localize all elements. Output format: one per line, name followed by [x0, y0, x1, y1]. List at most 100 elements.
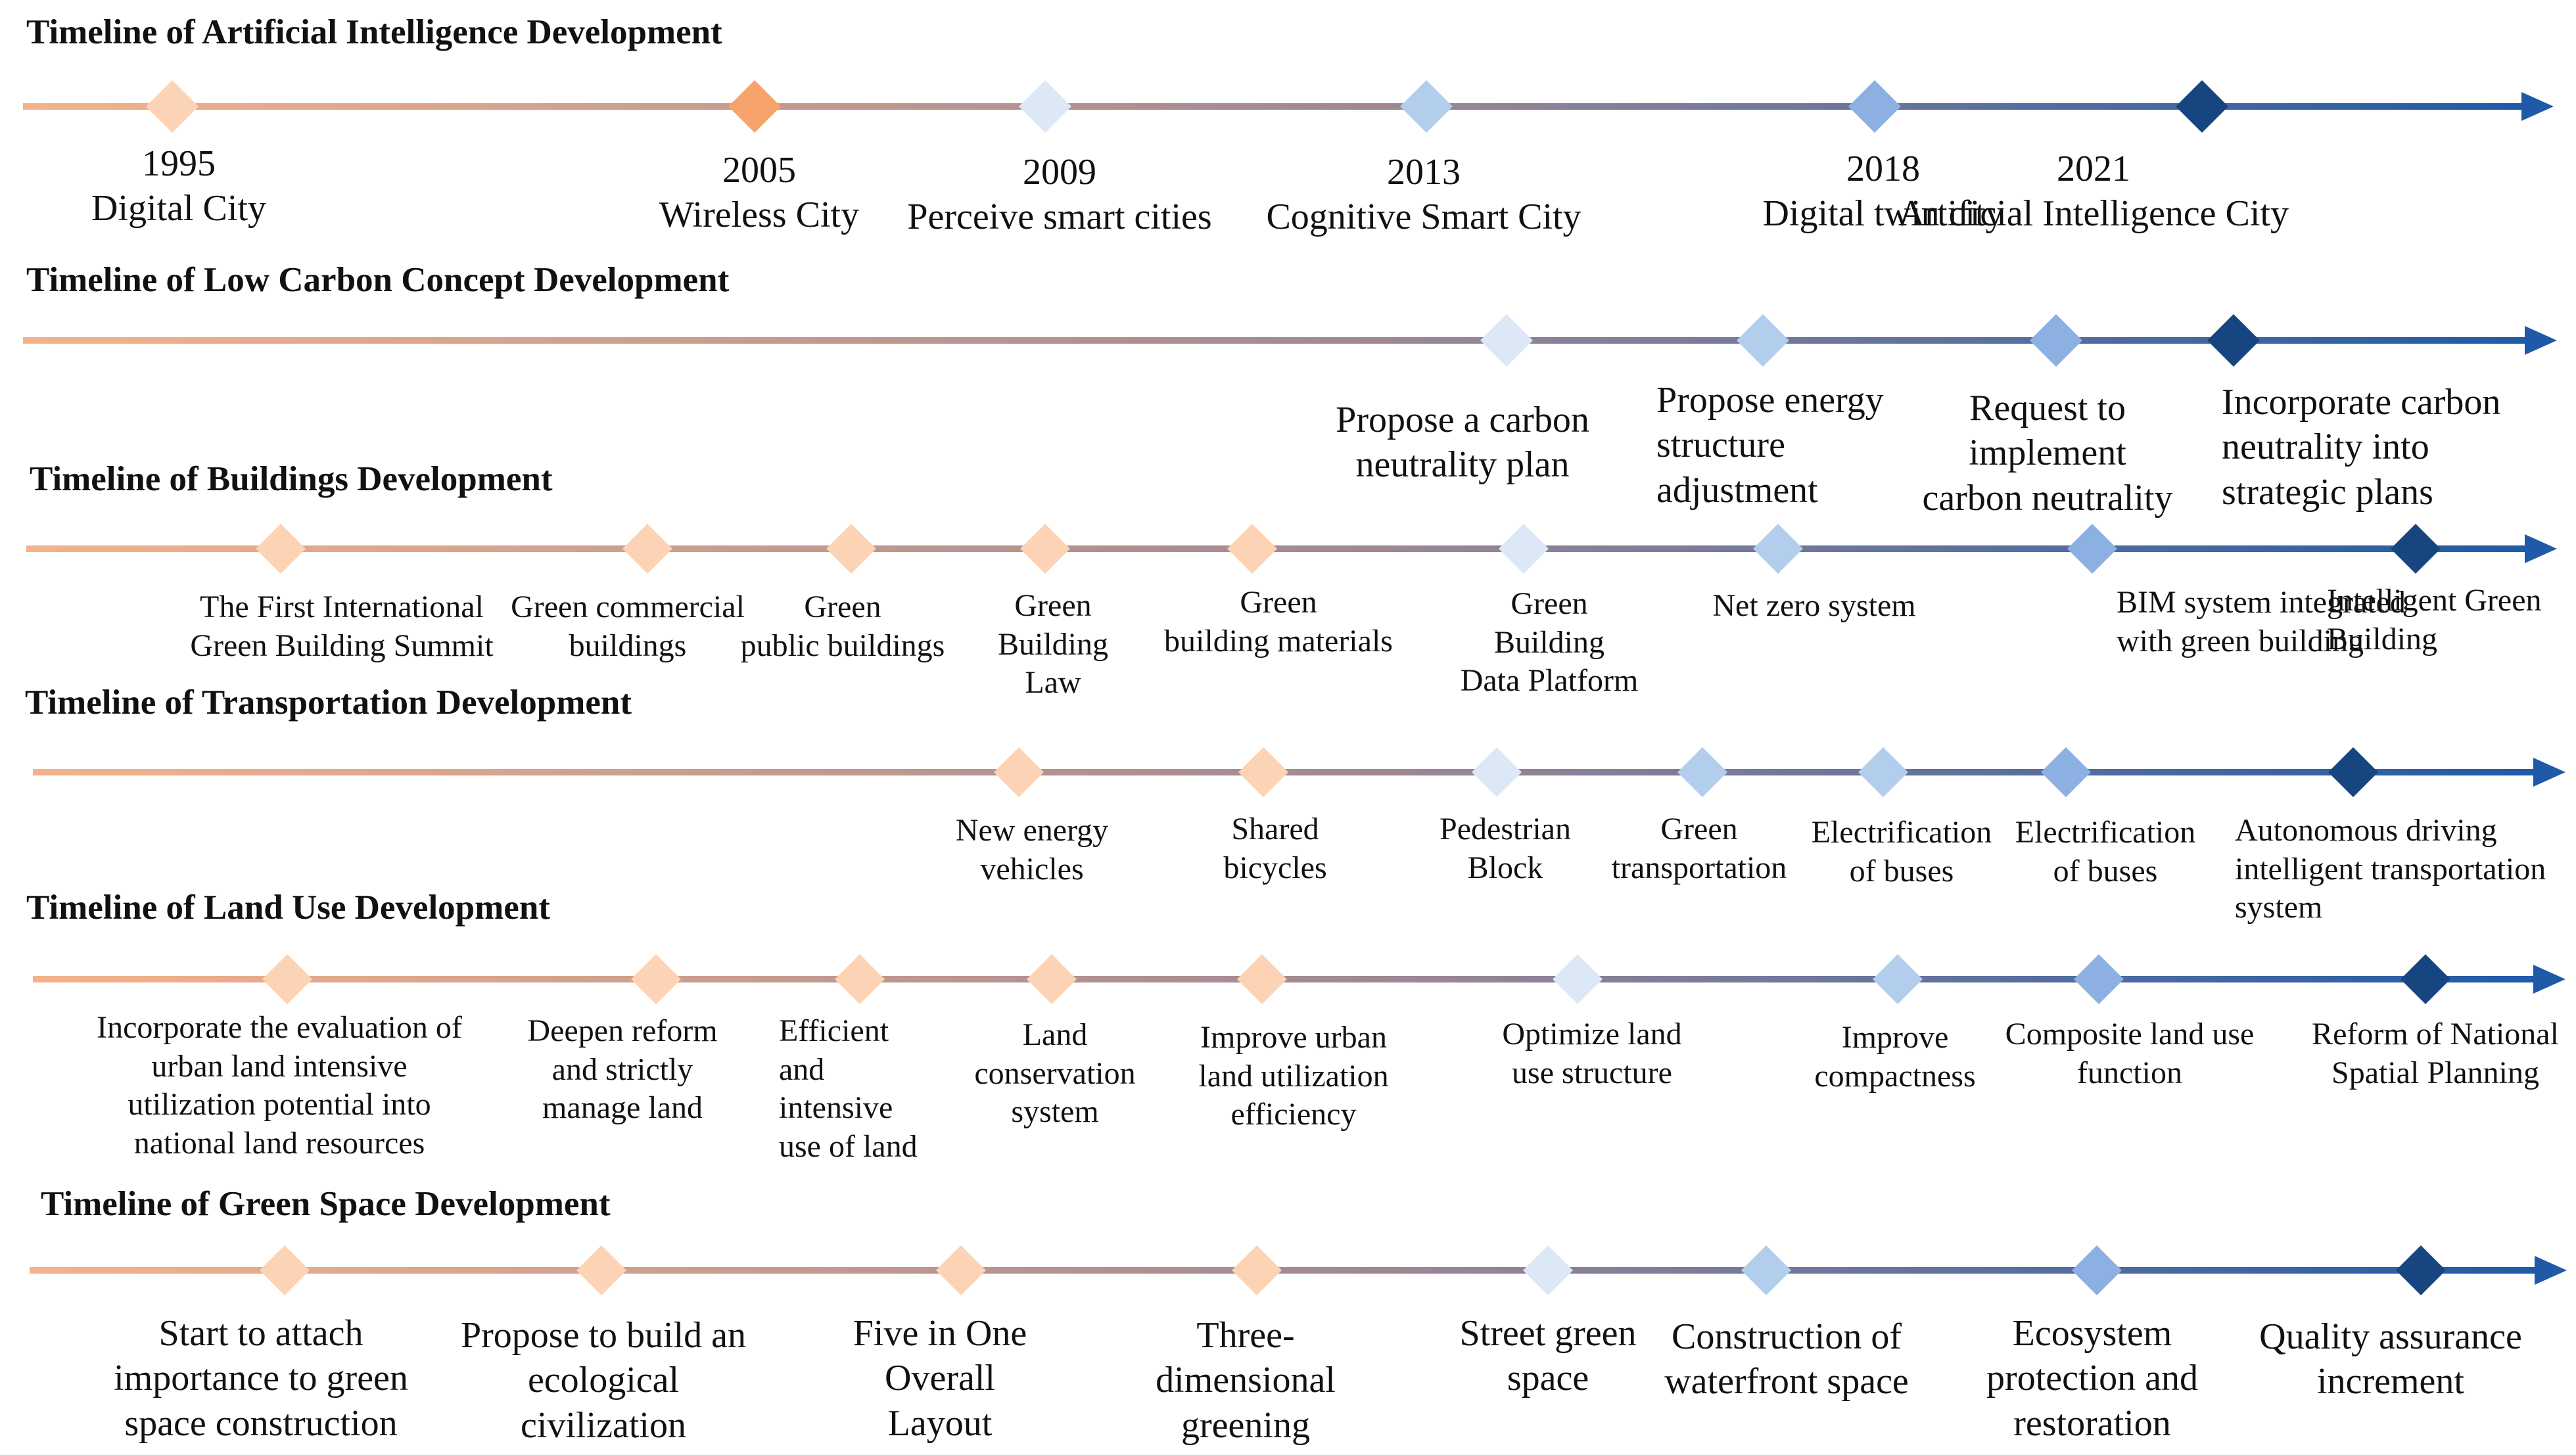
diamond-marker-icon — [1499, 524, 1549, 574]
event-text-line: civilization — [521, 1404, 686, 1446]
event-text-line: with green building — [2117, 623, 2364, 658]
event-text-line: Layout — [887, 1402, 993, 1444]
diamond-marker-icon — [835, 954, 885, 1004]
event-text-line: Street green — [1459, 1313, 1637, 1354]
event-label-timeline-of-green-space-development-2: Propose to build an ecological civilizatio… — [461, 1313, 746, 1448]
event-label-timeline-of-transportation-development-1: New energy vehicles — [956, 812, 1108, 889]
event-text-line: Shared — [1231, 812, 1319, 846]
event-text-line: greening — [1181, 1404, 1310, 1446]
event-text-line: neutrality plan — [1355, 444, 1570, 486]
event-text-line: Optimize land — [1502, 1017, 1682, 1051]
diamond-marker-icon — [1848, 80, 1901, 133]
timeline-axis-line — [23, 337, 2527, 344]
event-text-line: Improve urban — [1200, 1020, 1387, 1055]
event-label-timeline-of-buildings-development-8: BIM system integrated with green building — [2117, 584, 2406, 660]
event-text-line: compactness — [1814, 1058, 1976, 1094]
event-year: 2009 — [1023, 152, 1096, 193]
event-text-line: waterfront space — [1664, 1361, 1909, 1402]
event-text-line: Incorporate carbon — [2222, 382, 2501, 423]
event-text-line: structure — [1656, 425, 1785, 466]
event-text-line: strategic plans — [2222, 471, 2433, 513]
event-year: 1995 — [142, 143, 216, 184]
event-label-timeline-of-buildings-development-3: Green public buildings — [741, 588, 945, 665]
event-year: 2005 — [722, 150, 796, 191]
event-text-line: protection and — [1986, 1358, 2198, 1399]
event-label-timeline-of-green-space-development-6: Construction of waterfront space — [1664, 1314, 1909, 1404]
timeline-title: Timeline of Green Space Development — [41, 1185, 611, 1223]
event-label-timeline-of-transportation-development-3: Pedestrian Block — [1440, 810, 1571, 887]
event-label-timeline-of-land-use-development-3: Efficient and intensive use of land — [779, 1012, 918, 1166]
diamond-marker-icon — [2400, 954, 2450, 1004]
event-label-timeline-of-buildings-development-7: Net zero system — [1712, 587, 1915, 626]
event-year: 2018 — [1846, 149, 1920, 189]
diamond-marker-icon — [1227, 524, 1277, 574]
event-text-line: bicycles — [1223, 850, 1327, 885]
diamond-marker-icon — [2176, 80, 2228, 133]
event-text-line: transportation — [1611, 850, 1787, 885]
event-text-line: Green — [1240, 585, 1317, 620]
event-text-line: and strictly — [551, 1051, 693, 1087]
event-text-line: neutrality into — [2222, 427, 2429, 468]
event-text-line: vehicles — [980, 851, 1084, 887]
timeline-title: Timeline of Land Use Development — [26, 889, 550, 927]
event-text-line: intelligent transportation — [2235, 851, 2546, 887]
event-text-line: Electrification — [2015, 815, 2196, 850]
event-text-line: Building — [997, 626, 1109, 662]
event-label-timeline-of-low-carbon-concept-development-3: Request to implement carbon neutrality — [1923, 386, 2173, 520]
event-text-line: Pedestrian — [1440, 812, 1571, 846]
event-text-line: Green Building Summit — [190, 628, 494, 663]
diamond-marker-icon — [826, 524, 876, 574]
diamond-marker-icon — [260, 1245, 310, 1295]
event-text-line: implement — [1969, 432, 2126, 474]
diamond-marker-icon — [2041, 747, 2091, 797]
diamond-marker-icon — [1232, 1245, 1282, 1295]
event-text-line: Perceive smart cities — [907, 196, 1212, 238]
event-text-line: Three- — [1196, 1315, 1295, 1356]
event-text-line: Ecosystem — [2012, 1313, 2172, 1354]
event-label-timeline-of-low-carbon-concept-development-2: Propose energy structure adjustment — [1656, 378, 1884, 513]
diamond-marker-icon — [994, 747, 1044, 797]
event-label-timeline-of-artificial-intelligence-development-5: 2018 Digital twin city — [1762, 147, 2003, 237]
event-text-line: Digital City — [91, 188, 266, 229]
event-text-line: public buildings — [740, 628, 945, 663]
diamond-marker-icon — [2328, 747, 2378, 797]
event-text-line: increment — [2317, 1361, 2464, 1402]
event-text-line: Spatial Planning — [2331, 1055, 2539, 1090]
event-text-line: intensive — [779, 1090, 893, 1126]
event-text-line: Autonomous driving — [2235, 813, 2497, 848]
event-text-line: Law — [1025, 665, 1081, 701]
event-text-line: utilization potential into — [128, 1087, 431, 1122]
event-text-line: carbon neutrality — [1922, 477, 2173, 519]
event-label-timeline-of-land-use-development-4: Land conservation system — [974, 1016, 1135, 1132]
timeline-axis-line — [30, 1267, 2537, 1274]
diamond-marker-icon — [1753, 524, 1803, 574]
event-text-line: Block — [1467, 850, 1543, 885]
diamond-marker-icon — [262, 954, 312, 1004]
diamond-marker-icon — [1677, 747, 1727, 797]
event-label-timeline-of-buildings-development-4: Green Building Law — [998, 587, 1108, 703]
event-text-line: Propose energy — [1656, 380, 1884, 421]
event-text-line: Reform of National — [2312, 1017, 2559, 1051]
event-label-timeline-of-green-space-development-4: Three-dimensional greening — [1156, 1313, 1336, 1448]
event-text-line: Start to attach — [158, 1313, 363, 1354]
arrow-head-icon — [2533, 758, 2565, 787]
diamond-marker-icon — [1858, 747, 1908, 797]
event-year: 2021 — [2056, 149, 2130, 189]
diamond-marker-icon — [2074, 954, 2124, 1004]
event-text-line: Digital twin city — [1762, 193, 2004, 235]
arrow-head-icon — [2535, 1256, 2567, 1285]
event-text-line: manage land — [542, 1090, 703, 1126]
event-text-line: urban land intensive — [151, 1048, 408, 1084]
event-text-line: Green — [804, 589, 881, 624]
event-text-line: Overall — [885, 1358, 995, 1399]
event-text-line: efficiency — [1230, 1097, 1357, 1132]
event-text-line: Wireless City — [659, 195, 860, 236]
diamond-marker-icon — [2067, 524, 2117, 574]
event-text-line: use of land — [779, 1128, 918, 1164]
event-text-line: Propose to build an — [461, 1315, 746, 1356]
event-label-timeline-of-low-carbon-concept-development-4: Incorporate carbon neutrality into strateg… — [2222, 380, 2500, 515]
event-text-line: system — [1011, 1094, 1099, 1130]
event-label-timeline-of-green-space-development-8: Quality assurance increment — [2259, 1314, 2522, 1404]
diamond-marker-icon — [1019, 80, 1071, 133]
event-label-timeline-of-land-use-development-8: Composite land use function — [2005, 1015, 2255, 1092]
